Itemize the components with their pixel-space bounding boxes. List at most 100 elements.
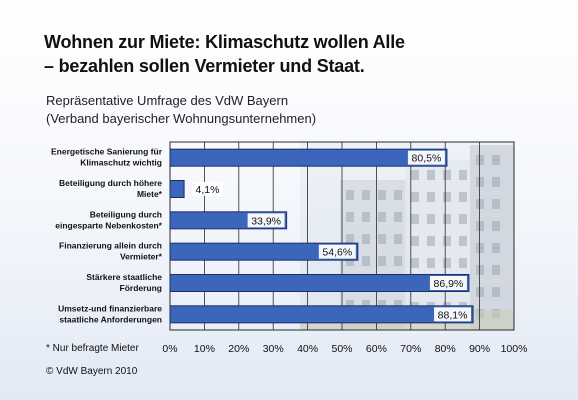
value-label: 88,1% [438,309,468,321]
x-tick-label: 10% [194,343,215,355]
photo-window [362,256,370,266]
bar [169,180,185,198]
photo-window [492,243,500,253]
photo-window [443,170,451,180]
photo-window [411,258,419,268]
category-labels: Energetische Sanierung für Klimaschutz wi… [51,147,163,325]
photo-window [492,199,500,209]
x-tick-label: 40% [297,343,318,355]
photo-window [427,192,435,202]
value-label-box [318,244,356,259]
category-label-line: staatliche Anforderungen [59,314,162,324]
x-tick-label: 60% [366,343,387,355]
photo-window [378,256,386,266]
photo-window [346,256,354,266]
photo-window [378,212,386,222]
photo-window [492,221,500,231]
value-label-box [429,276,467,290]
photo-window [427,258,435,268]
category-label-line: Energetische Sanierung für [51,147,163,157]
chart-title: Wohnen zur Miete: Klimaschutz wollen All… [44,30,544,78]
value-label: 54,6% [322,247,352,259]
value-label-box [434,307,472,322]
subtitle-line-2: (Verband bayerischer Wohnungsunternehmen… [46,111,317,126]
category-label-line: Miete* [137,189,163,199]
x-tick-label: 70% [400,343,421,355]
photo-window [459,236,467,246]
photo-window [459,258,467,268]
category-label-line: Vermieter* [120,252,163,262]
photo-window [378,300,386,310]
x-tick-label: 80% [435,343,456,355]
photo-window [411,214,419,224]
x-tick-label: 30% [263,343,284,355]
photo-window [362,234,370,244]
building-photo [300,142,514,330]
photo-window [378,234,386,244]
category-label: Stärkere staatliche Förderung [86,272,162,293]
photo-window [443,192,451,202]
grid-lines [169,141,515,331]
category-label: Beteiligung durch höhere Miete* [59,178,163,199]
photo-window [411,170,419,180]
photo-window [492,287,500,297]
chart-subtitle: Repräsentative Umfrage des VdW Bayern (V… [46,92,526,128]
x-tick-label: 20% [228,343,249,355]
photo-window [492,177,500,187]
photo-window [427,214,435,224]
x-axis-ticks: 0% 10% 20% 30% 40% 50% 60% 70% 80% 90% 100% [162,343,527,355]
bar [169,148,448,167]
bar [169,242,359,261]
photo-window [394,212,402,222]
photo-window [443,236,451,246]
category-label: Umsetz-und finanzierbare staatliche Anfor… [58,303,162,324]
category-label-line: Förderung [120,283,163,293]
photo-window [362,190,370,200]
photo-window [394,300,402,310]
category-label: Beteiligung durch eingesparte Nebenkosten… [55,209,162,230]
copyright: © VdW Bayern 2010 [46,366,138,377]
photo-window [427,236,435,246]
photo-window [492,265,500,275]
category-label-line: Finanzierung allein durch [59,241,162,251]
value-label: 4,1% [196,184,220,196]
category-label-line: Klimaschutz wichtig [80,158,162,168]
photo-building-2 [470,145,514,330]
bar [169,305,474,324]
photo-window [346,190,354,200]
title-line-1: Wohnen zur Miete: Klimaschutz wollen All… [44,32,405,52]
category-label-line: eingesparte Nebenkosten* [55,220,162,230]
photo-window [362,300,370,310]
photo-window [492,155,500,165]
photo-window [459,192,467,202]
photo-window [411,192,419,202]
value-label-box [192,182,223,196]
value-label: 80,5% [412,153,442,165]
title-line-2: – bezahlen sollen Vermieter und Staat. [44,56,365,76]
category-label-line: Beteiligung durch [90,209,162,219]
bar-series: 80,5% 4,1% 33,9% 54,6% 86,9% 88,1% [169,148,474,324]
photo-window [378,190,386,200]
footnote: * Nur befragte Mieter [46,343,139,354]
x-tick-label: 0% [162,343,177,355]
photo-window [394,190,402,200]
value-label: 86,9% [434,278,464,290]
x-tick-label: 100% [501,343,528,355]
category-label: Energetische Sanierung für Klimaschutz wi… [51,147,163,168]
value-label: 33,9% [251,215,281,227]
photo-window [346,234,354,244]
category-label-line: Beteiligung durch höhere [59,178,162,188]
photo-window [443,258,451,268]
photo-window [362,212,370,222]
photo-window [394,234,402,244]
photo-window [411,236,419,246]
photo-window [346,300,354,310]
value-label-box [407,150,445,165]
category-label-line: Stärkere staatliche [86,272,162,282]
photo-window [427,170,435,180]
value-label-box [247,213,285,228]
x-tick-label: 90% [469,343,490,355]
x-tick-label: 50% [331,343,352,355]
subtitle-line-1: Repräsentative Umfrage des VdW Bayern [46,93,289,108]
